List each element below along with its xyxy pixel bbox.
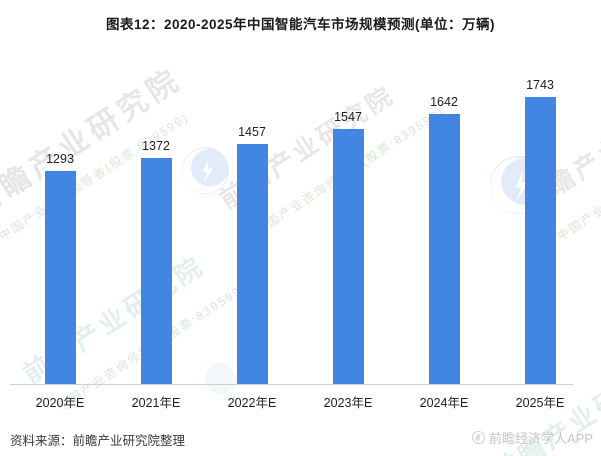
x-axis-line [10, 384, 573, 385]
x-axis-tick-label: 2025年E [515, 396, 565, 410]
bar-group: 1547 [300, 110, 396, 384]
bar-value-label: 1457 [238, 125, 266, 139]
bar-value-label: 1743 [526, 78, 554, 92]
bar [524, 97, 556, 384]
bar [140, 158, 172, 384]
bar-group: 1743 [492, 78, 588, 384]
bar [44, 171, 76, 384]
bar-value-label: 1547 [334, 110, 362, 124]
x-axis-tick-label: 2021年E [131, 396, 181, 410]
bar-group: 1293 [12, 152, 108, 384]
source-text: 资料来源：前瞻产业研究院整理 [10, 434, 186, 448]
plot-area: 1293 1372 1457 1547 1642 1743 [12, 78, 588, 384]
bar-group: 1642 [396, 95, 492, 384]
brand-watermark: 前瞻经济学人APP [471, 428, 593, 447]
bar-value-label: 1372 [142, 139, 170, 153]
bar-group: 1457 [204, 125, 300, 384]
bar-value-label: 1642 [430, 95, 458, 109]
x-axis-tick-label: 2022年E [227, 396, 277, 410]
bar [428, 114, 460, 384]
chart-title: 图表12：2020-2025年中国智能汽车市场规模预测(单位：万辆) [105, 17, 496, 32]
bar [332, 129, 364, 384]
bar-value-label: 1293 [46, 152, 74, 166]
bar-group: 1372 [108, 139, 204, 384]
qianzhan-app-logo-icon [471, 431, 485, 444]
bar [236, 144, 268, 384]
brand-label: 前瞻经济学人APP [488, 431, 593, 446]
x-axis-labels: 2020年E 2021年E 2022年E 2023年E 2024年E 2025年E [12, 392, 588, 411]
x-axis-tick-label: 2023年E [323, 396, 373, 410]
x-axis-tick-label: 2024年E [419, 396, 469, 410]
x-axis-tick-label: 2020年E [35, 396, 85, 410]
